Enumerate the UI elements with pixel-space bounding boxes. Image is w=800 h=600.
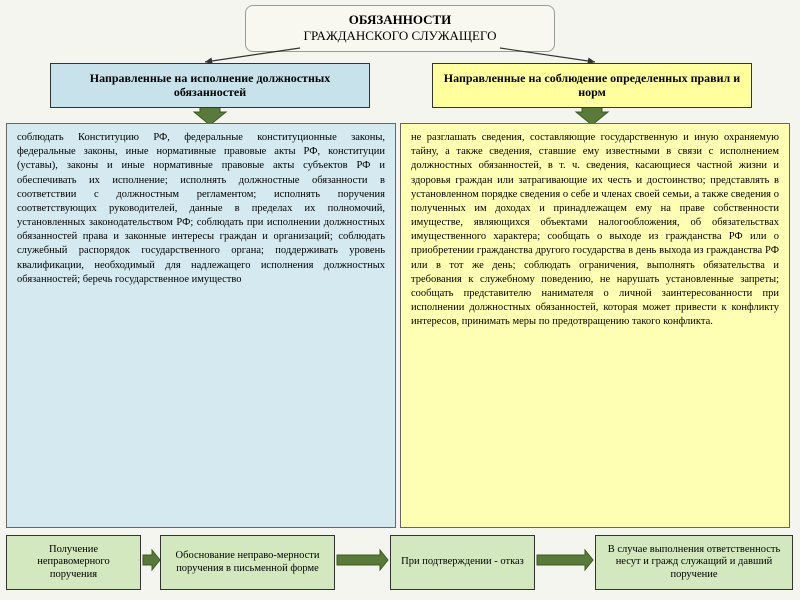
content-right: не разглашать сведения, составляющие гос… — [400, 123, 790, 528]
subheader-right: Направленные на соблюдение определенных … — [432, 63, 752, 108]
bottom-step-2: Обоснование неправо-мерности поручения в… — [160, 535, 335, 590]
main-title: ОБЯЗАННОСТИ ГРАЖДАНСКОГО СЛУЖАЩЕГО — [245, 5, 555, 52]
content-left: соблюдать Конституцию РФ, федеральные ко… — [6, 123, 396, 528]
title-line1: ОБЯЗАННОСТИ — [256, 12, 544, 28]
bottom-step-3: При подтверждении - отказ — [390, 535, 535, 590]
subheader-left: Направленные на исполнение должностных о… — [50, 63, 370, 108]
bottom-step-4: В случае выполнения ответственность несу… — [595, 535, 793, 590]
title-line2: ГРАЖДАНСКОГО СЛУЖАЩЕГО — [256, 28, 544, 44]
bottom-step-1: Получение неправомерного поручения — [6, 535, 141, 590]
